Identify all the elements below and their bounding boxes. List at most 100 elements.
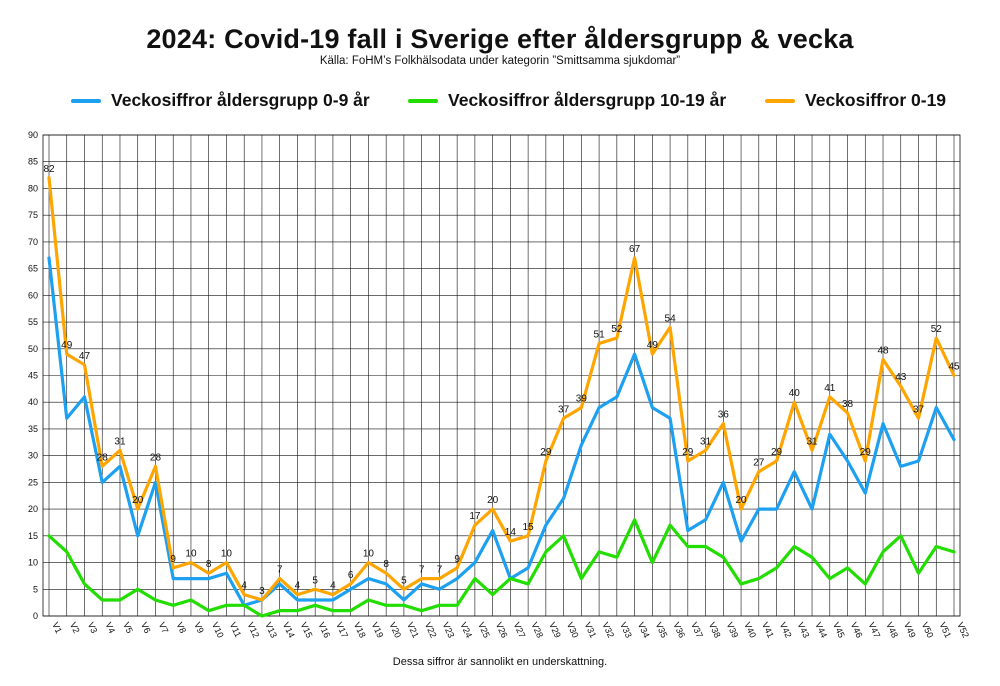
data-label: 37 — [558, 404, 570, 415]
x-tick-label: V6 — [139, 621, 153, 635]
x-tick-label: V38 — [707, 621, 723, 640]
x-tick-label: V18 — [352, 621, 368, 640]
legend-item-0-19: Veckosiffror 0-19 — [765, 90, 946, 111]
data-label: 31 — [700, 436, 712, 447]
y-tick-label: 25 — [28, 477, 38, 487]
x-tick-label: V13 — [263, 621, 279, 640]
y-tick-label: 10 — [28, 558, 38, 568]
x-tick-label: V14 — [281, 621, 297, 640]
y-tick-label: 30 — [28, 451, 38, 461]
x-tick-label: V4 — [103, 621, 117, 635]
x-tick-label: V34 — [636, 621, 652, 640]
data-label: 28 — [97, 452, 109, 463]
x-tick-label: V32 — [600, 621, 616, 640]
legend-swatch-10-19 — [408, 98, 438, 103]
y-tick-label: 70 — [28, 237, 38, 247]
data-label: 8 — [206, 559, 212, 570]
data-label: 37 — [913, 404, 925, 415]
data-label: 10 — [221, 549, 233, 560]
x-tick-label: V45 — [831, 621, 847, 640]
x-tick-label: V47 — [866, 621, 882, 640]
data-label: 29 — [860, 447, 872, 458]
data-label: 51 — [594, 329, 606, 340]
data-label: 36 — [718, 410, 730, 421]
data-label: 4 — [295, 581, 301, 592]
y-tick-label: 55 — [28, 317, 38, 327]
legend-label-0-19: Veckosiffror 0-19 — [805, 90, 947, 110]
x-tick-label: V22 — [423, 621, 439, 640]
x-tick-label: V24 — [458, 621, 474, 640]
x-tick-label: V51 — [937, 621, 953, 640]
y-tick-label: 65 — [28, 264, 38, 274]
data-label: 29 — [771, 447, 783, 458]
data-label: 4 — [330, 581, 336, 592]
data-label: 9 — [170, 554, 176, 565]
data-label: 48 — [877, 345, 889, 356]
data-label: 39 — [576, 394, 588, 405]
x-tick-label: V2 — [68, 621, 82, 635]
data-label: 27 — [753, 458, 765, 469]
chart-title: 2024: Covid-19 fall i Sverige efter ålde… — [146, 24, 854, 54]
plot-frame — [42, 134, 961, 617]
x-tick-label: V25 — [476, 621, 492, 640]
y-tick-label: 5 — [33, 584, 38, 594]
x-tick-label: V10 — [210, 621, 226, 640]
x-tick-label: V42 — [778, 621, 794, 640]
data-label: 5 — [312, 575, 318, 586]
data-label: 67 — [629, 244, 641, 255]
data-label: 52 — [611, 324, 623, 335]
y-tick-label: 90 — [28, 130, 38, 140]
x-tick-label: V15 — [299, 621, 315, 640]
data-label: 41 — [824, 383, 836, 394]
y-tick-label: 0 — [33, 611, 38, 621]
x-tick-label: V48 — [884, 621, 900, 640]
data-label: 47 — [79, 351, 91, 362]
x-tick-label: V52 — [955, 621, 971, 640]
chart-subtitle: Källa: FoHM’s Folkhälsodata under katego… — [319, 55, 681, 67]
data-label: 7 — [437, 565, 443, 576]
x-tick-label: V26 — [494, 621, 510, 640]
x-tick-label: V27 — [512, 621, 528, 640]
data-label: 15 — [523, 522, 535, 533]
legend-label-0-9: Veckosiffror åldersgrupp 0-9 år — [111, 90, 370, 110]
x-tick-label: V43 — [795, 621, 811, 640]
x-tick-label: V46 — [849, 621, 865, 640]
data-label: 31 — [114, 436, 126, 447]
x-tick-label: V31 — [583, 621, 599, 640]
data-label: 20 — [132, 495, 144, 506]
footnote: Dessa siffror är sannolikt en underskatt… — [392, 656, 608, 668]
x-tick-label: V39 — [725, 621, 741, 640]
data-label: 17 — [469, 511, 481, 522]
data-label: 10 — [185, 549, 197, 560]
x-tick-label: V29 — [547, 621, 563, 640]
series-line-0-9 — [47, 256, 956, 607]
x-tick-label: V21 — [405, 621, 421, 640]
x-tick-label: V41 — [760, 621, 776, 640]
x-tick-label: V11 — [228, 621, 244, 639]
x-tick-label: V9 — [192, 621, 206, 635]
y-tick-label: 75 — [28, 210, 38, 220]
data-label: 7 — [419, 565, 425, 576]
data-label: 29 — [682, 447, 694, 458]
x-tick-label: V23 — [441, 621, 457, 640]
x-tick-label: V7 — [157, 621, 171, 635]
x-tick-label: V8 — [174, 621, 188, 635]
x-tick-label: V3 — [86, 621, 100, 635]
y-tick-label: 15 — [28, 531, 38, 541]
x-tick-label: V49 — [902, 621, 918, 640]
data-label: 28 — [150, 452, 162, 463]
x-tick-label: V44 — [813, 621, 829, 640]
series-line-0-19 — [47, 176, 956, 602]
data-label: 14 — [505, 527, 517, 538]
data-label: 45 — [948, 362, 960, 373]
data-label: 29 — [540, 447, 552, 458]
x-tick-label: V35 — [654, 621, 670, 640]
x-tick-label: V30 — [565, 621, 581, 640]
data-label: 10 — [363, 549, 375, 560]
y-tick-label: 40 — [28, 397, 38, 407]
y-tick-label: 80 — [28, 183, 38, 193]
data-label: 49 — [647, 340, 659, 351]
